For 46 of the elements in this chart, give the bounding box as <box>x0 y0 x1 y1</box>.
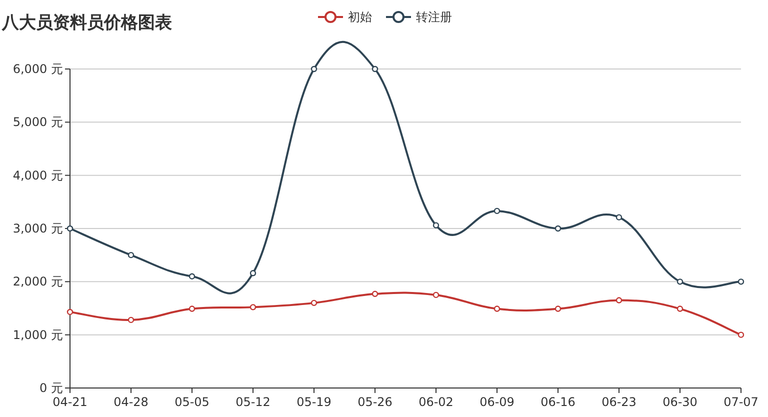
point <box>616 214 622 220</box>
point <box>676 306 684 312</box>
point <box>188 306 196 312</box>
x-tick-label: 06-02 <box>418 395 454 409</box>
y-tick-label: 2,000 元 <box>12 274 63 289</box>
y-tick-label: 6,000 元 <box>12 62 63 76</box>
y-tick-label: 4,000 元 <box>12 168 63 182</box>
point <box>250 270 256 276</box>
y-tick-label: 5,000 元 <box>12 115 63 130</box>
x-tick-label: 04-21 <box>52 395 88 409</box>
point <box>128 316 134 324</box>
x-tick-label: 05-26 <box>358 395 392 409</box>
point <box>188 273 196 280</box>
point <box>310 66 318 72</box>
x-tick-label: 04-28 <box>114 395 148 409</box>
x-tick-label: 05-05 <box>174 395 210 409</box>
point <box>66 225 74 232</box>
point <box>738 278 744 285</box>
point <box>554 225 562 232</box>
point <box>372 66 378 72</box>
point <box>432 222 440 228</box>
x-tick-label: 06-23 <box>602 395 636 409</box>
x-tick-label: 05-19 <box>296 395 332 409</box>
point <box>432 292 440 298</box>
point <box>128 252 134 258</box>
x-tick-label: 06-30 <box>662 395 698 409</box>
point <box>310 300 318 306</box>
x-tick-label: 06-16 <box>540 395 576 409</box>
point <box>738 332 744 338</box>
x-tick-label: 06-09 <box>480 395 514 409</box>
point <box>616 297 622 304</box>
point <box>250 304 256 310</box>
y-tick-label: 3,000 元 <box>12 222 63 236</box>
legend-label: 初始 <box>348 10 372 24</box>
y-tick-label: 1,000 元 <box>12 328 63 342</box>
point <box>494 306 500 312</box>
chart-title: 八大员资料员价格图表 <box>1 13 173 33</box>
point <box>494 208 500 214</box>
x-tick-label: 05-12 <box>236 395 270 409</box>
legend-label: 转注册 <box>416 10 452 24</box>
point <box>554 306 562 312</box>
point <box>676 278 684 285</box>
point <box>372 290 378 297</box>
x-tick-label: 07-07 <box>724 395 758 409</box>
y-tick-label: 0 元 <box>40 381 63 395</box>
point <box>66 308 74 316</box>
